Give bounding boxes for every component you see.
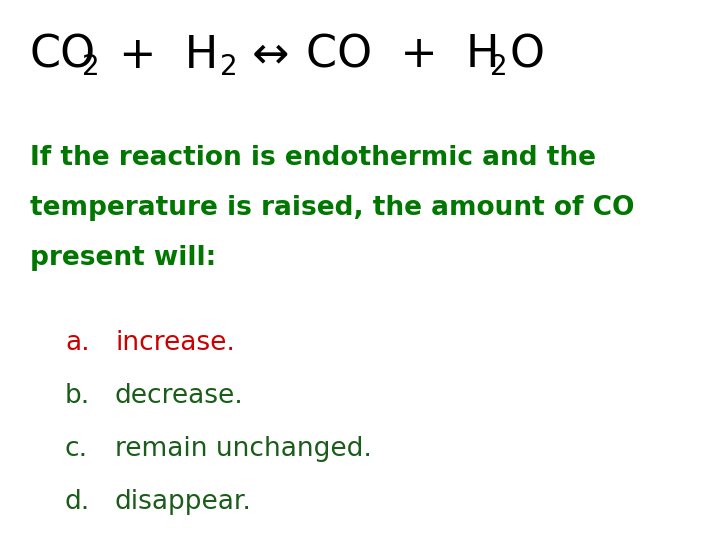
Text: remain unchanged.: remain unchanged. (115, 436, 372, 462)
Text: CO  +  H: CO + H (306, 34, 500, 77)
Text: O: O (510, 34, 545, 77)
Text: d.: d. (65, 489, 90, 515)
Text: c.: c. (65, 436, 88, 462)
Text: present will:: present will: (30, 245, 216, 271)
Text: CO: CO (30, 34, 96, 77)
Text: ↔: ↔ (238, 34, 304, 77)
Text: 2: 2 (82, 53, 99, 81)
Text: decrease.: decrease. (115, 383, 244, 409)
Text: disappear.: disappear. (115, 489, 252, 515)
Text: +  H: + H (105, 34, 218, 77)
Text: increase.: increase. (115, 330, 235, 356)
Text: a.: a. (65, 330, 89, 356)
Text: If the reaction is endothermic and the: If the reaction is endothermic and the (30, 145, 596, 171)
Text: temperature is raised, the amount of CO: temperature is raised, the amount of CO (30, 195, 634, 221)
Text: 2: 2 (220, 53, 238, 81)
Text: b.: b. (65, 383, 90, 409)
Text: 2: 2 (490, 53, 508, 81)
